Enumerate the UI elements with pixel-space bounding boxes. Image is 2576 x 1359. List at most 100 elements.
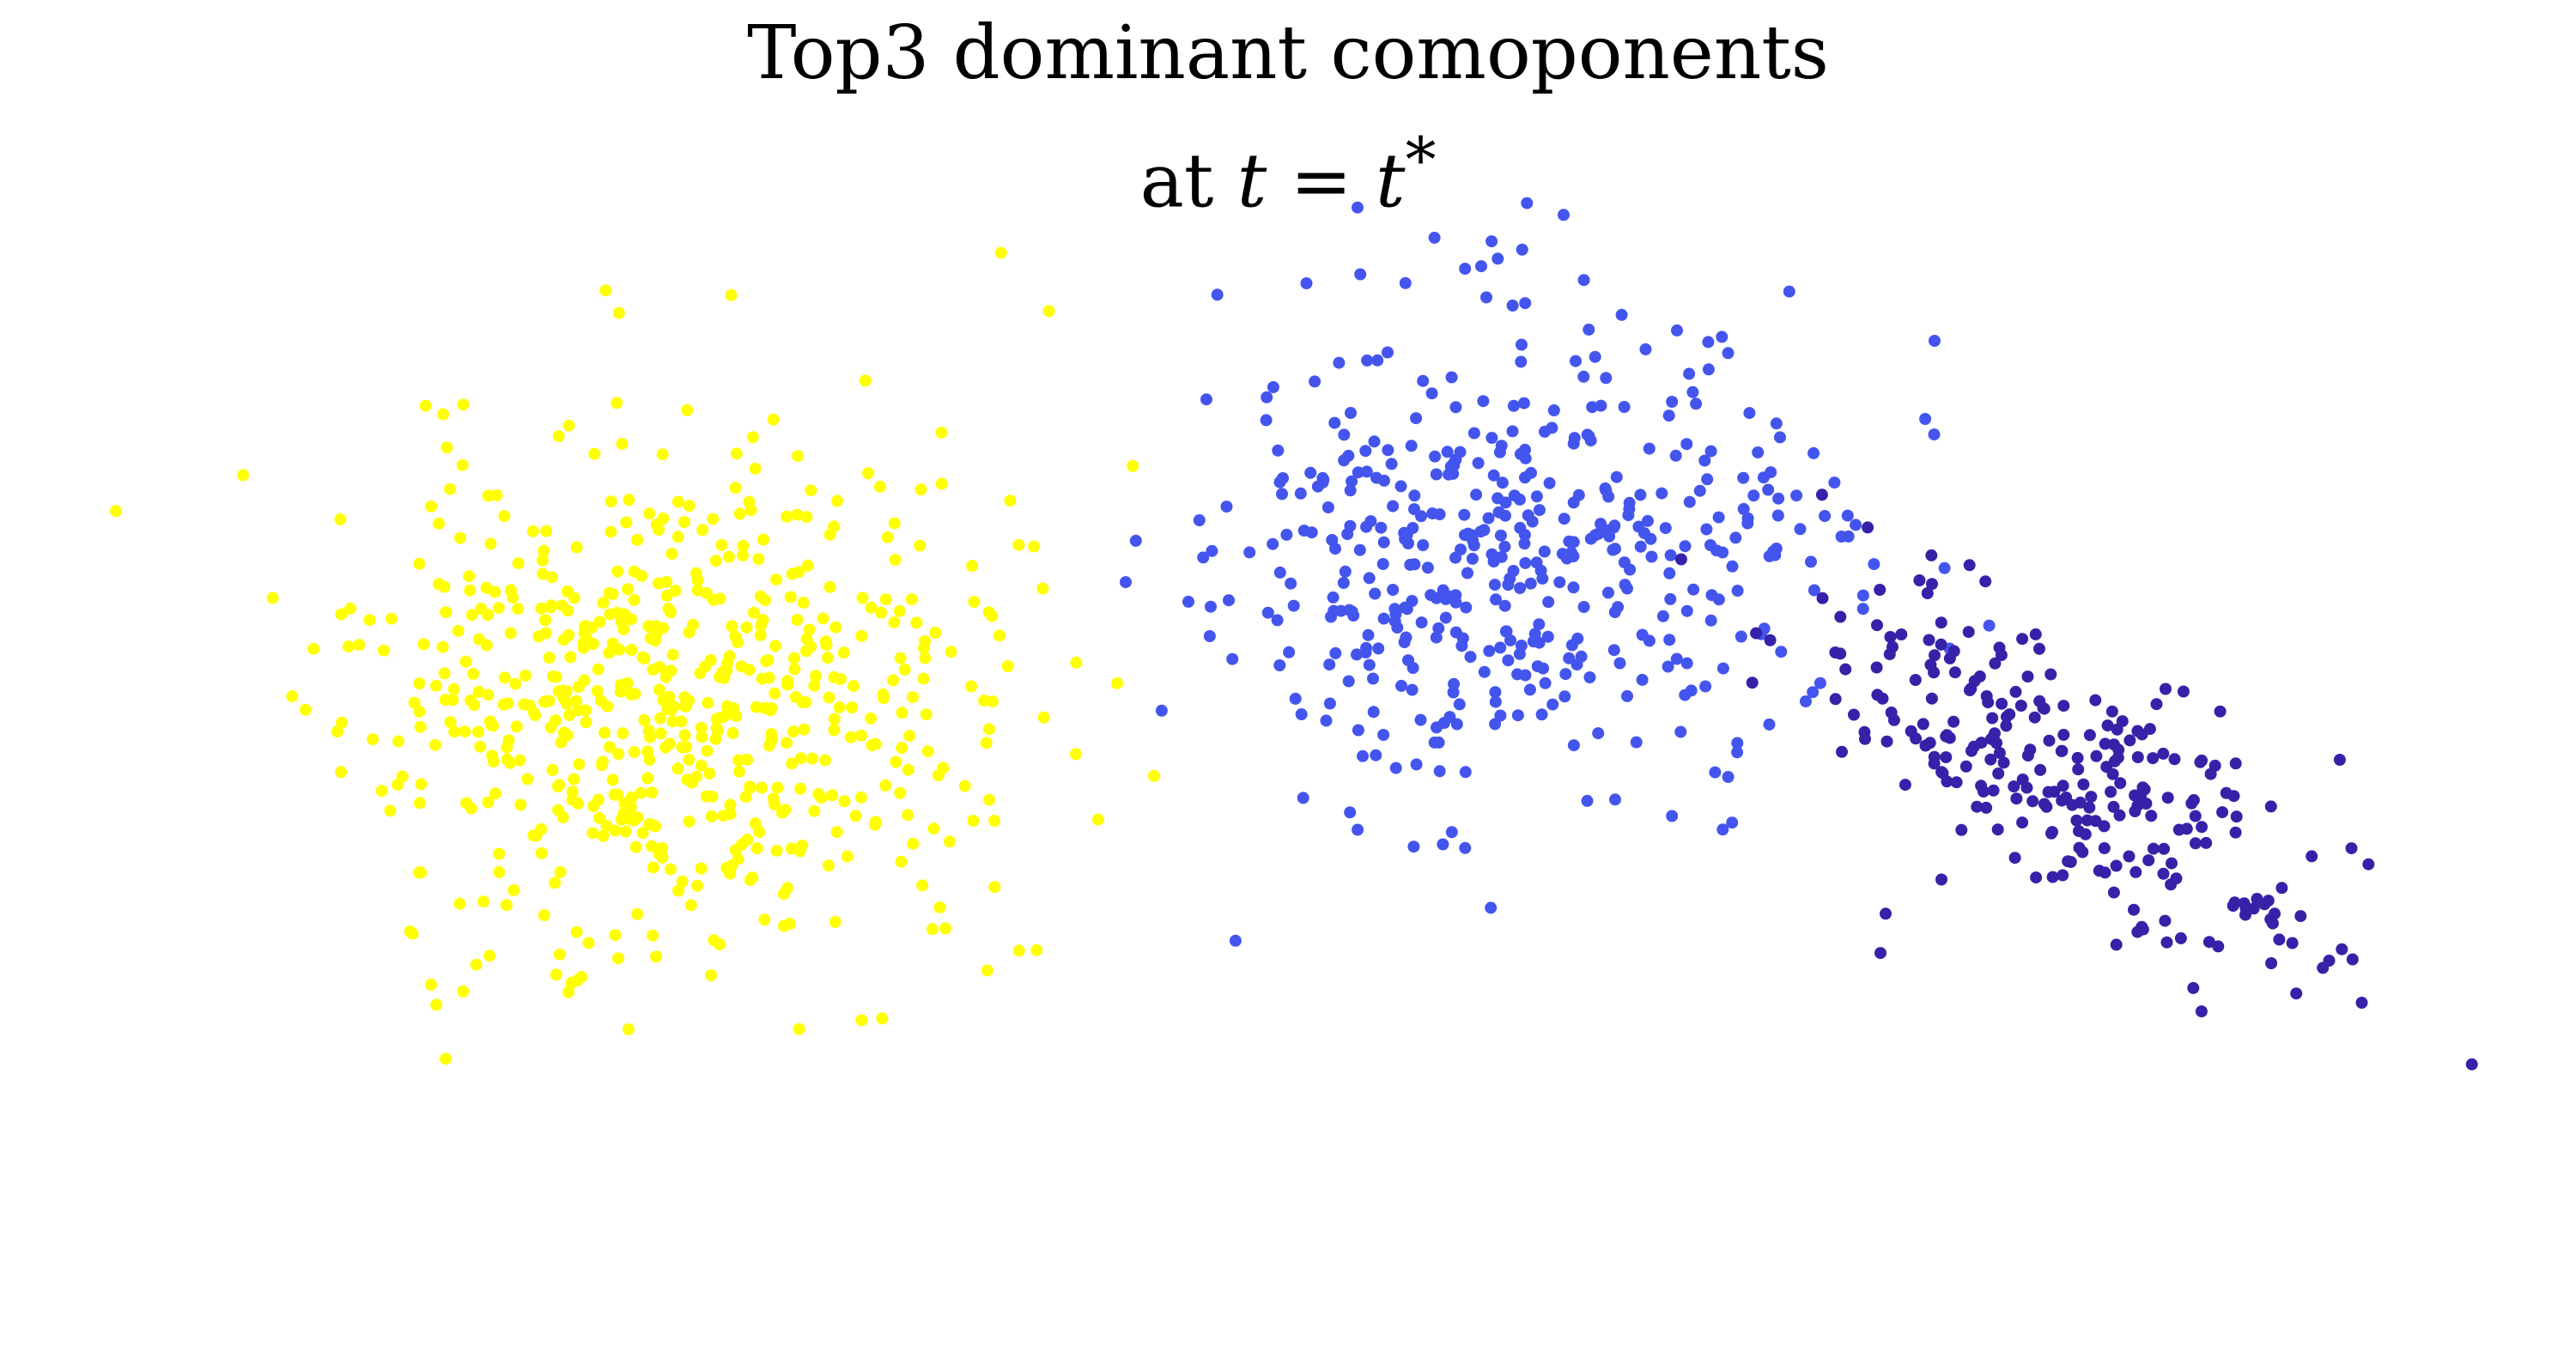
scatter-point <box>1321 501 1334 513</box>
scatter-point <box>1433 765 1446 778</box>
scatter-point <box>1834 647 1847 660</box>
scatter-point <box>1405 440 1418 452</box>
scatter-point <box>444 716 457 729</box>
scatter-point <box>944 835 957 848</box>
scatter-point <box>1839 663 1852 676</box>
scatter-point <box>535 846 548 859</box>
scatter-point <box>594 695 607 707</box>
scatter-point <box>2142 854 2155 867</box>
scatter-point <box>784 591 797 604</box>
scatter-point <box>717 810 730 822</box>
scatter-point <box>493 847 506 860</box>
scatter-point <box>572 797 585 810</box>
scatter-point <box>2014 700 2027 712</box>
chart-title-line-2: at t = t* <box>0 106 2576 235</box>
scatter-point <box>510 720 523 733</box>
scatter-point <box>2123 850 2136 863</box>
scatter-point <box>1493 446 1506 458</box>
scatter-point <box>2024 743 2037 756</box>
scatter-point <box>549 877 562 889</box>
scatter-point <box>730 447 743 460</box>
scatter-point <box>2083 729 2096 742</box>
scatter-point <box>1516 338 1528 351</box>
scatter-point <box>916 879 929 892</box>
scatter-point <box>1376 558 1389 570</box>
scatter-point <box>1615 308 1628 321</box>
scatter-point <box>700 790 713 803</box>
scatter-point <box>1928 428 1941 441</box>
scatter-point <box>2317 962 2330 974</box>
scatter-point <box>1679 540 1692 553</box>
scatter-point <box>582 937 595 949</box>
scatter-point <box>1602 586 1614 599</box>
scatter-point <box>671 762 684 775</box>
scatter-point <box>110 505 122 518</box>
scatter-point <box>914 539 927 552</box>
scatter-point <box>1693 484 1706 497</box>
scatter-point <box>1425 589 1437 602</box>
scatter-point <box>1709 766 1722 779</box>
scatter-point <box>1862 521 1874 534</box>
scatter-point <box>1277 472 1289 484</box>
scatter-point <box>1353 543 1366 556</box>
scatter-point <box>828 724 841 737</box>
scatter-point <box>2131 925 2144 938</box>
scatter-point <box>1417 539 1430 551</box>
scatter-point <box>653 577 665 590</box>
scatter-point <box>1449 551 1461 564</box>
scatter-point <box>656 842 668 854</box>
scatter-point <box>1489 686 1502 699</box>
scatter-point <box>1726 560 1739 573</box>
scatter-point <box>1567 581 1580 594</box>
scatter-point <box>1935 638 1947 651</box>
scatter-point <box>1001 660 1014 672</box>
scatter-point <box>654 712 666 725</box>
scatter-point <box>603 646 616 659</box>
scatter-point <box>672 884 685 897</box>
scatter-point <box>2021 670 2034 683</box>
scatter-point <box>1070 748 1082 761</box>
scatter-point <box>1913 574 1926 586</box>
scatter-point <box>1895 628 1908 640</box>
scatter-point <box>2071 751 2084 764</box>
scatter-point <box>1643 634 1656 647</box>
scatter-point <box>592 811 605 824</box>
scatter-point <box>620 516 633 529</box>
scatter-point <box>635 786 647 799</box>
scatter-point <box>2269 907 2281 920</box>
scatter-point <box>1622 509 1635 522</box>
scatter-point <box>926 923 939 936</box>
scatter-point <box>929 627 942 639</box>
scatter-point <box>561 697 574 710</box>
scatter-point <box>2262 895 2275 907</box>
scatter-point <box>1856 603 1869 616</box>
scatter-point <box>1535 708 1548 721</box>
scatter-point <box>2057 700 2070 713</box>
scatter-point <box>803 623 816 636</box>
scatter-point <box>1636 673 1649 686</box>
scatter-point <box>848 680 860 693</box>
scatter-point <box>981 964 993 977</box>
scatter-point <box>1704 445 1717 458</box>
scatter-point <box>509 677 522 690</box>
scatter-point <box>1919 739 1932 752</box>
scatter-point <box>334 513 347 525</box>
scatter-point <box>1407 840 1420 853</box>
scatter-point <box>1372 642 1385 655</box>
scatter-point <box>875 606 888 619</box>
scatter-point <box>665 863 677 876</box>
scatter-point <box>754 628 767 641</box>
scatter-point <box>540 525 553 537</box>
scatter-point <box>1764 634 1777 646</box>
scatter-point <box>1883 648 1896 661</box>
scatter-point <box>1445 826 1458 839</box>
scatter-point <box>1632 520 1645 533</box>
scatter-point <box>2009 685 2022 698</box>
scatter-point <box>429 738 441 751</box>
scatter-point <box>646 786 659 799</box>
scatter-point <box>1663 567 1676 579</box>
scatter-point <box>1666 396 1679 408</box>
scatter-point <box>945 646 957 658</box>
scatter-point <box>336 716 349 729</box>
scatter-point <box>1770 417 1783 430</box>
